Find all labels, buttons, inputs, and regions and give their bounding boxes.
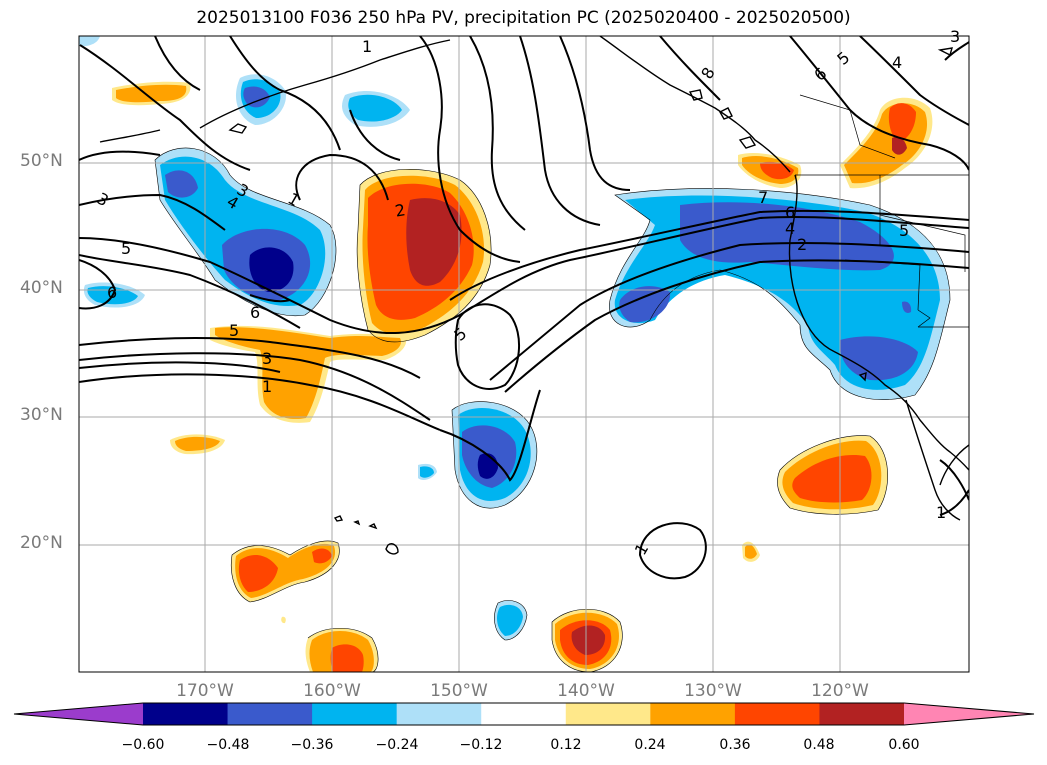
lon-label: 170°W <box>176 681 234 701</box>
contour-label: 6 <box>250 303 260 322</box>
colorbar-tick-label: 0.24 <box>634 737 666 753</box>
contour-label: 5 <box>899 221 909 240</box>
lon-label: 130°W <box>684 681 742 701</box>
contour-label: 1 <box>936 503 946 522</box>
contour-label: 4 <box>785 219 795 238</box>
contour-label: 7 <box>758 188 768 207</box>
colorbar-segment <box>143 703 229 725</box>
contour-label: 5 <box>121 239 131 258</box>
lon-label: 140°W <box>557 681 615 701</box>
lon-label: 150°W <box>430 681 488 701</box>
colorbar-tick-label: −0.12 <box>459 737 503 753</box>
colorbar-segment <box>227 703 313 725</box>
colorbar-segment <box>481 703 567 725</box>
contour-label: 1 <box>262 377 272 396</box>
contour-label: 6 <box>107 283 117 302</box>
map-frame <box>78 35 970 673</box>
lon-label: 160°W <box>303 681 361 701</box>
lon-label: 120°W <box>811 681 869 701</box>
lat-label: 50°N <box>20 151 63 171</box>
colorbar-segment <box>819 703 905 725</box>
coastlines <box>99 36 969 555</box>
contour-label: 1 <box>362 37 372 56</box>
contour-label: 2 <box>797 235 807 254</box>
colorbar-tick-label: −0.24 <box>375 737 419 753</box>
lat-label: 20°N <box>20 533 63 553</box>
contour-label: 2 <box>394 200 407 220</box>
colorbar-tick-label: −0.48 <box>206 737 250 753</box>
colorbar-segment <box>565 703 651 725</box>
lat-label: 30°N <box>20 405 63 425</box>
pv-contours <box>79 36 969 580</box>
map-title: 2025013100 F036 250 hPa PV, precipitatio… <box>196 8 851 28</box>
graticule <box>79 36 969 672</box>
colorbar-tick-label: 0.48 <box>803 737 835 753</box>
colorbar-segments <box>14 703 1034 725</box>
contour-label: 6 <box>785 203 795 222</box>
contour-label: 5 <box>229 321 239 340</box>
colorbar-extend-min <box>14 703 143 725</box>
lat-label: 40°N <box>20 278 63 298</box>
colorbar-tick-label: 0.12 <box>550 737 582 753</box>
colorbar-segment <box>312 703 398 725</box>
map-panel[interactable]: 1 8 6 5 4 3 3 4 1 2 7 6 4 2 5 5 6 6 5 3 … <box>0 0 1047 690</box>
colorbar-tick-label: 0.36 <box>719 737 751 753</box>
colorbar-segment <box>396 703 482 725</box>
colorbar-segment <box>650 703 736 725</box>
colorbar-segment <box>734 703 820 725</box>
colorbar <box>13 702 1035 726</box>
colorbar-tick-label: −0.60 <box>121 737 165 753</box>
contour-label: 4 <box>892 53 902 72</box>
contour-label: 3 <box>262 349 272 368</box>
colorbar-tick-label: −0.36 <box>290 737 334 753</box>
colorbar-extend-max <box>904 703 1034 725</box>
colorbar-tick-label: 0.60 <box>888 737 920 753</box>
